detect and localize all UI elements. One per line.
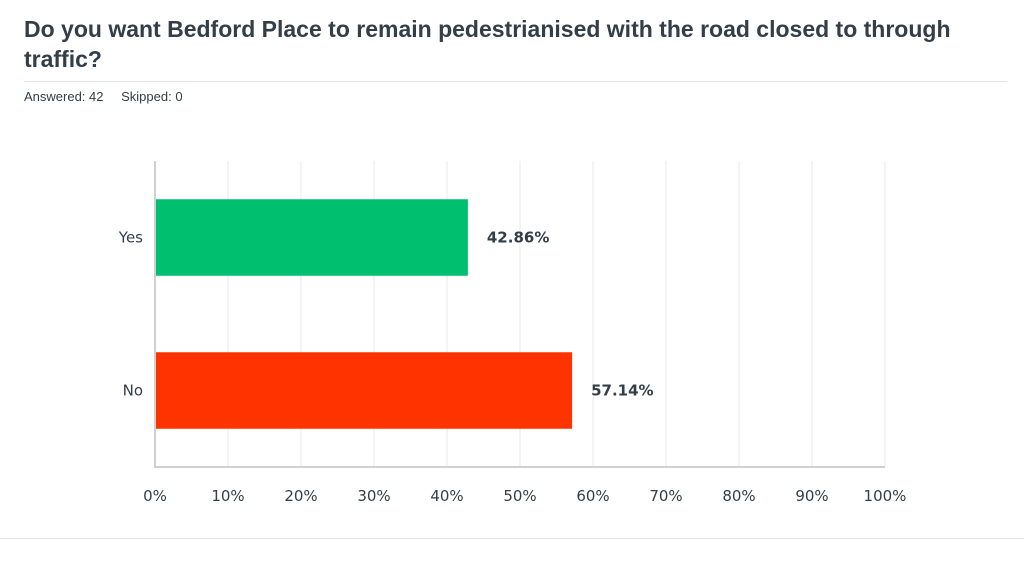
- bar-no: [156, 352, 573, 429]
- chart-bars: [156, 199, 573, 429]
- footer-divider: [0, 538, 1024, 539]
- skipped-count: Skipped: 0: [121, 89, 183, 104]
- title-divider: [24, 81, 1007, 82]
- chart-x-ticks: 0% 10% 20% 30% 40% 50% 60% 70% 80% 90% 100%: [143, 487, 906, 505]
- x-tick-label: 40%: [430, 487, 463, 505]
- value-label-yes: 42.86%: [487, 229, 549, 247]
- x-tick-label: 30%: [357, 487, 390, 505]
- x-tick-label: 50%: [503, 487, 536, 505]
- category-label-yes: Yes: [118, 229, 143, 247]
- category-label-no: No: [123, 382, 143, 400]
- x-tick-label: 0%: [143, 487, 167, 505]
- answered-count: Answered: 42: [24, 89, 104, 104]
- x-tick-label: 100%: [864, 487, 907, 505]
- x-tick-label: 70%: [649, 487, 682, 505]
- x-tick-label: 20%: [284, 487, 317, 505]
- response-stats: Answered: 42 Skipped: 0: [24, 89, 197, 105]
- value-label-no: 57.14%: [591, 382, 653, 400]
- chart-labels: Yes 42.86% No 57.14%: [118, 229, 654, 400]
- bar-yes: [156, 199, 468, 276]
- x-tick-label: 90%: [795, 487, 828, 505]
- x-tick-label: 80%: [722, 487, 755, 505]
- x-tick-label: 60%: [576, 487, 609, 505]
- x-tick-label: 10%: [211, 487, 244, 505]
- survey-question-title: Do you want Bedford Place to remain pede…: [24, 16, 951, 72]
